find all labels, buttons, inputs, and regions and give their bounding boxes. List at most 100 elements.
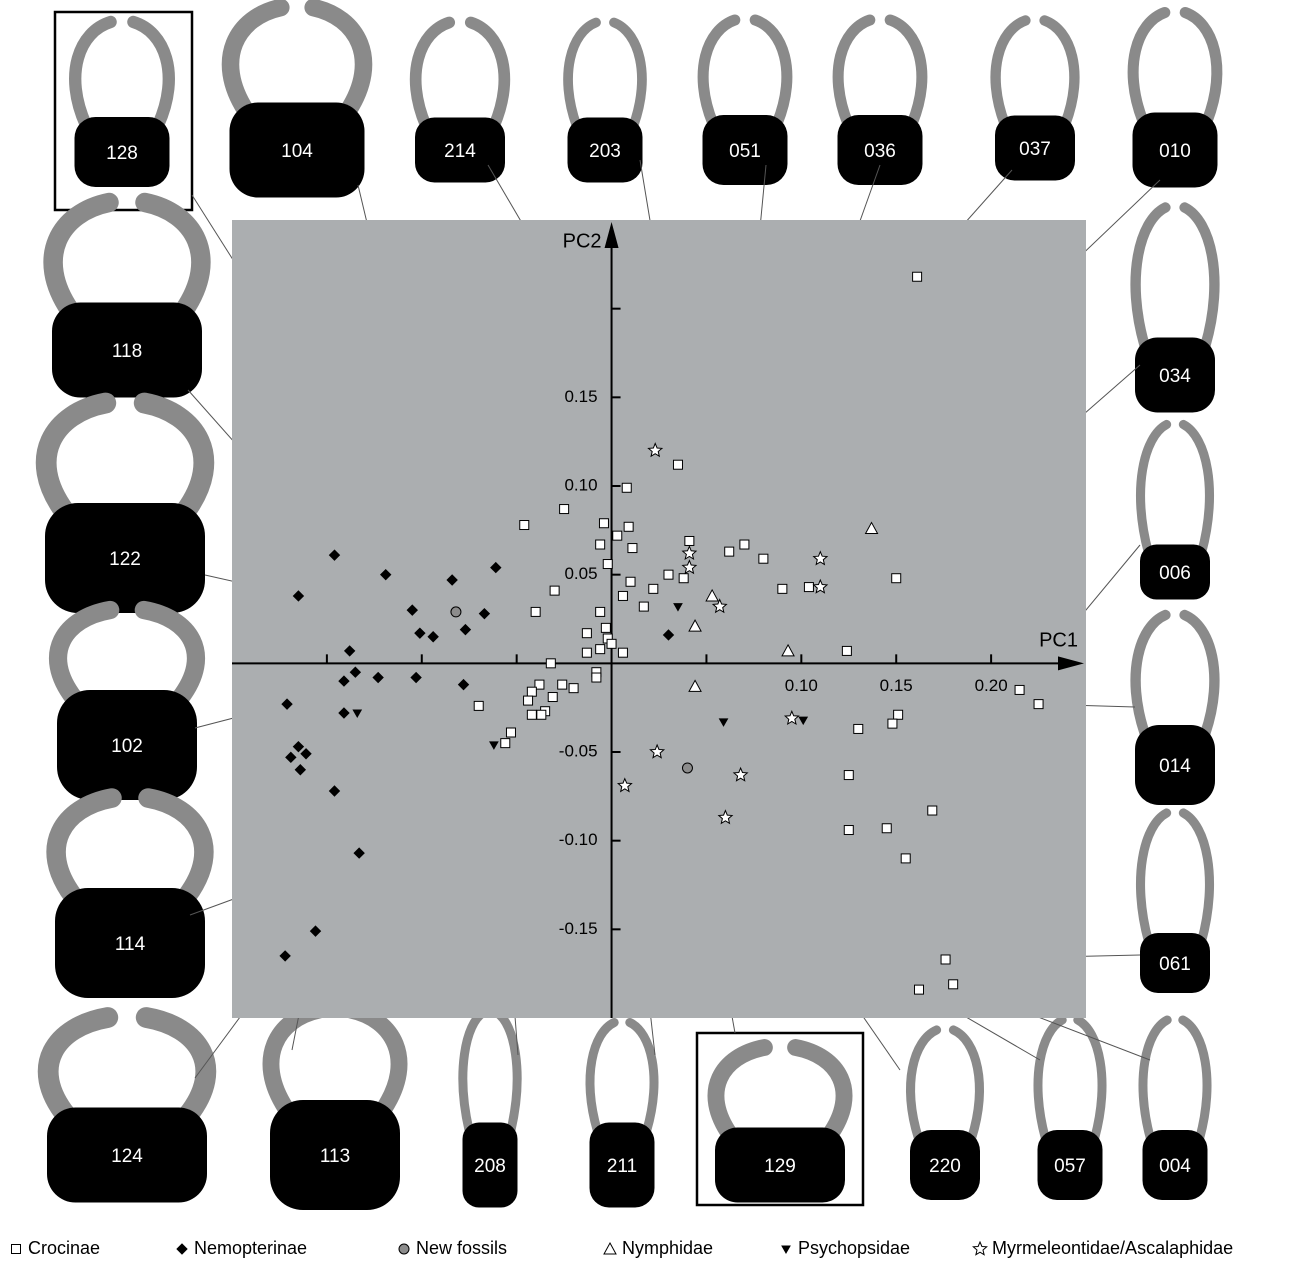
mandible — [990, 15, 1031, 129]
marker — [519, 520, 530, 531]
marker — [927, 805, 938, 816]
mandible — [48, 600, 120, 708]
thumbnail-label: 061 — [1159, 954, 1191, 975]
mandible — [69, 15, 117, 132]
mandible — [304, 0, 373, 120]
head — [462, 1122, 518, 1208]
marker — [536, 709, 547, 720]
mandible — [1178, 419, 1215, 558]
thumbnail-label: 214 — [444, 141, 476, 162]
legend-label: Psychopsidae — [798, 1238, 910, 1258]
thumbnail: 113 — [262, 1001, 408, 1210]
thumbnail: 220 — [905, 1025, 985, 1200]
thumbnails: 128 104 214 203 051 036 037 010 118 122 034 006 102 0… — [35, 0, 1223, 1210]
thumbnail-label: 014 — [1159, 756, 1191, 777]
marker — [616, 777, 633, 793]
marker — [812, 578, 829, 594]
mandible — [135, 192, 211, 321]
y-tick-label: 0.10 — [564, 475, 597, 494]
thumbnail: 129 — [695, 1031, 865, 1207]
mandible — [134, 600, 206, 708]
marker — [459, 623, 472, 636]
marker — [338, 707, 350, 719]
marker — [549, 585, 560, 596]
head — [1140, 544, 1210, 600]
marker — [940, 954, 951, 965]
marker — [352, 709, 363, 718]
marker — [489, 741, 499, 750]
legend-marker — [781, 1245, 791, 1255]
marker — [843, 770, 854, 781]
marker — [688, 679, 702, 692]
marker — [900, 853, 911, 864]
mandible — [832, 14, 876, 129]
marker — [300, 748, 312, 760]
marker — [500, 738, 511, 749]
mandible — [697, 14, 741, 129]
thumbnail-label: 104 — [281, 141, 313, 162]
head — [837, 115, 923, 185]
marker — [557, 679, 568, 690]
thumbnail: 124 — [37, 1007, 217, 1203]
mandible — [625, 1018, 659, 1135]
marker — [309, 925, 322, 937]
marker — [600, 622, 611, 633]
thumbnail: 014 — [1130, 609, 1220, 805]
marker — [414, 627, 426, 639]
marker — [717, 809, 734, 825]
mandible — [1130, 609, 1171, 739]
x-tick-label: 0.15 — [880, 676, 913, 695]
head — [995, 115, 1075, 181]
marker — [292, 740, 305, 753]
thumbnail: 102 — [48, 600, 206, 800]
marker — [1033, 699, 1044, 710]
thumbnail: 208 — [458, 1008, 522, 1208]
marker — [777, 583, 788, 594]
marker — [294, 764, 307, 776]
legend-label: Nymphidae — [622, 1238, 713, 1258]
head — [1135, 725, 1215, 805]
x-axis-arrow — [1058, 656, 1084, 671]
mandible — [342, 1001, 408, 1117]
mandible — [135, 1007, 217, 1126]
marker — [711, 598, 728, 614]
marker — [547, 692, 558, 703]
marker — [581, 628, 592, 639]
mandible — [609, 17, 647, 131]
marker — [732, 766, 749, 782]
legend-marker — [972, 1240, 988, 1256]
marker — [617, 647, 628, 658]
mandible — [1127, 6, 1171, 127]
marker — [343, 645, 356, 657]
marker — [478, 607, 491, 620]
marker — [893, 709, 904, 720]
marker — [285, 751, 297, 764]
marker — [812, 550, 829, 566]
marker — [581, 647, 592, 658]
marker — [526, 709, 537, 720]
marker — [705, 588, 719, 602]
marker — [595, 644, 606, 655]
thumbnail: 104 — [221, 0, 373, 198]
thumbnail-frame — [695, 1031, 865, 1207]
plot-background — [232, 220, 1086, 1018]
mandible — [1178, 808, 1215, 946]
marker — [688, 619, 702, 632]
marker — [530, 606, 541, 617]
thumbnail: 214 — [409, 16, 511, 183]
mandible — [262, 1001, 328, 1117]
mandible — [464, 16, 511, 132]
thumbnail-label: 129 — [764, 1156, 796, 1177]
marker — [781, 643, 795, 657]
head — [1142, 1130, 1208, 1200]
marker — [281, 698, 293, 710]
marker — [798, 716, 809, 726]
marker — [739, 539, 750, 550]
mandible — [1039, 15, 1080, 129]
mandible — [1179, 6, 1223, 127]
legend-marker — [603, 1241, 617, 1255]
thumbnail: 211 — [585, 1018, 659, 1208]
head — [229, 102, 365, 198]
marker — [912, 271, 923, 282]
thumbnail-label: 211 — [607, 1156, 637, 1177]
